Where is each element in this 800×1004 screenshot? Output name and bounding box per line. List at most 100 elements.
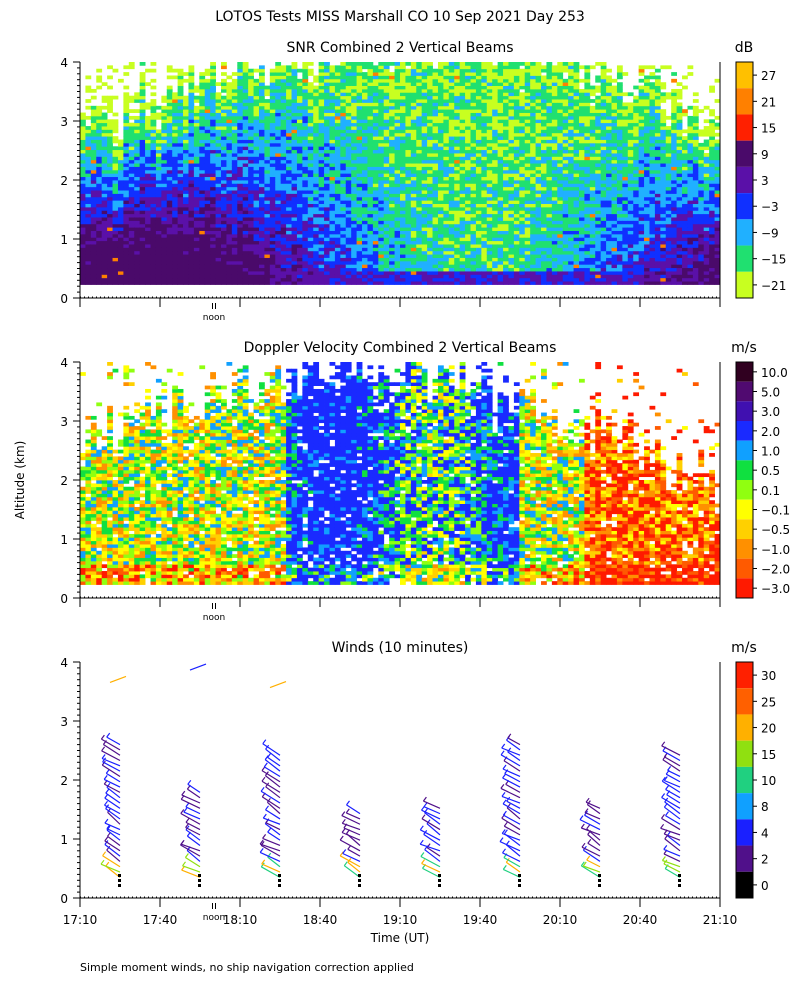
heatmap-cell [296, 92, 303, 97]
heatmap-cell [448, 264, 455, 269]
heatmap-cell [394, 250, 401, 255]
heatmap-cell [150, 257, 157, 262]
heatmap-cell [389, 95, 395, 100]
heatmap-cell [356, 136, 363, 140]
heatmap-cell [465, 254, 471, 258]
heatmap-cell [248, 183, 254, 188]
heatmap-cell [107, 193, 113, 198]
heatmap-cell [166, 200, 173, 204]
heatmap-cell [112, 271, 119, 275]
heatmap-cell [475, 156, 482, 161]
heatmap-cell [448, 271, 455, 275]
heatmap-cell [492, 72, 499, 76]
heatmap-cell [421, 223, 428, 228]
heatmap-cell [454, 237, 461, 242]
heatmap-cell [367, 156, 374, 161]
heatmap-cell [101, 220, 108, 225]
heatmap-cell [503, 213, 509, 218]
heatmap-cell [264, 244, 271, 248]
heatmap-cell [318, 277, 325, 282]
heatmap-cell [177, 156, 184, 161]
heatmap-cell [264, 109, 271, 113]
heatmap-cell [264, 115, 271, 120]
heatmap-cell [307, 213, 314, 218]
heatmap-cell [492, 186, 499, 191]
heatmap-cell [389, 146, 395, 151]
heatmap-cell [427, 166, 433, 171]
heatmap-cell [210, 136, 216, 140]
heatmap-cell [351, 254, 358, 258]
heatmap-cell [242, 95, 249, 100]
heatmap-cell [264, 190, 271, 194]
heatmap-cell [378, 119, 385, 124]
heatmap-cell [405, 210, 412, 215]
heatmap-cell [356, 159, 363, 164]
heatmap-cell [421, 240, 428, 245]
heatmap-cell [275, 213, 282, 218]
heatmap-cell [427, 146, 433, 151]
heatmap-cell [215, 156, 222, 161]
heatmap-cell [221, 99, 227, 103]
heatmap-cell [394, 75, 401, 80]
heatmap-cell [351, 132, 358, 137]
heatmap-cell [394, 153, 401, 157]
heatmap-cell [378, 223, 385, 228]
heatmap-cell [253, 200, 260, 204]
heatmap-cell [123, 85, 130, 90]
heatmap-cell [145, 132, 151, 137]
heatmap-cell [123, 156, 130, 161]
heatmap-cell [313, 149, 320, 154]
heatmap-cell [313, 190, 320, 194]
heatmap-cell [356, 146, 363, 151]
heatmap-cell [421, 183, 428, 188]
heatmap-cell [367, 139, 374, 144]
heatmap-cell [253, 85, 260, 90]
heatmap-cell [307, 166, 314, 171]
heatmap-cell [437, 237, 444, 242]
heatmap-cell [253, 220, 260, 225]
heatmap-cell [117, 237, 124, 242]
heatmap-cell [492, 223, 499, 228]
heatmap-cell [362, 146, 368, 151]
heatmap-cell [356, 186, 363, 191]
heatmap-cell [248, 173, 254, 178]
heatmap-cell [280, 271, 287, 275]
heatmap-cell [410, 149, 417, 154]
heatmap-cell [313, 206, 320, 211]
heatmap-cell [313, 227, 320, 231]
heatmap-cell [394, 244, 401, 248]
heatmap-cell [313, 183, 320, 188]
heatmap-cell [443, 122, 450, 127]
heatmap-cell [258, 254, 265, 258]
heatmap-cell [356, 217, 363, 221]
heatmap-cell [264, 217, 271, 221]
heatmap-cell [237, 244, 244, 248]
heatmap-cell [237, 237, 244, 242]
heatmap-cell [307, 267, 314, 272]
heatmap-cell [96, 281, 103, 285]
heatmap-cell [155, 206, 162, 211]
heatmap-cell [177, 206, 184, 211]
heatmap-cell [351, 203, 358, 208]
heatmap-cell [454, 193, 461, 198]
heatmap-cell [437, 200, 444, 204]
heatmap-cell [362, 78, 368, 83]
heatmap-cell [177, 95, 184, 100]
heatmap-cell [410, 277, 417, 282]
heatmap-cell [400, 82, 406, 86]
heatmap-cell [210, 180, 216, 184]
heatmap-cell [340, 166, 347, 171]
heatmap-cell [410, 129, 417, 134]
heatmap-cell [470, 223, 477, 228]
heatmap-cell [443, 206, 450, 211]
heatmap-cell [427, 190, 433, 194]
heatmap-cell [296, 237, 303, 242]
heatmap-cell [226, 257, 233, 262]
heatmap-cell [410, 169, 417, 174]
heatmap-cell [443, 210, 450, 215]
heatmap-cell [275, 257, 282, 262]
heatmap-cell [324, 200, 330, 204]
heatmap-cell [324, 220, 330, 225]
heatmap-cell [264, 99, 271, 103]
heatmap-cell [264, 166, 271, 171]
